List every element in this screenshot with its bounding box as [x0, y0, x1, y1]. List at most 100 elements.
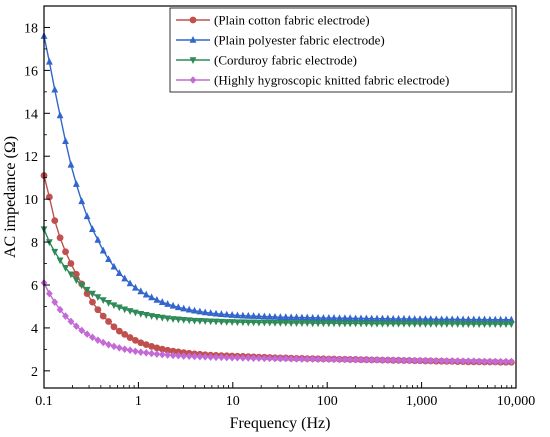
data-point: [115, 269, 123, 276]
data-point: [223, 319, 231, 326]
data-point: [276, 354, 284, 363]
data-point: [502, 315, 510, 323]
data-point: [432, 321, 440, 328]
data-point: [67, 271, 75, 279]
data-point: [320, 355, 327, 364]
data-point: [330, 314, 338, 321]
data-point: [164, 300, 172, 307]
data-point: [298, 313, 306, 321]
y-tick-label: 10: [24, 193, 38, 208]
data-point: [153, 313, 161, 321]
data-point: [164, 351, 172, 359]
data-point: [346, 320, 354, 328]
data-point: [67, 317, 75, 326]
data-point: [250, 312, 257, 319]
data-point: [51, 298, 59, 306]
data-point: [180, 304, 188, 312]
data-point: [448, 357, 456, 365]
data-point: [298, 320, 306, 327]
data-point: [260, 312, 268, 320]
data-point: [475, 321, 483, 329]
data-point: [89, 290, 96, 298]
data-point: [260, 354, 268, 363]
data-point: [266, 319, 274, 327]
data-point: [56, 257, 64, 265]
data-point: [293, 320, 300, 327]
data-point: [475, 315, 483, 323]
data-point: [362, 356, 370, 364]
legend-marker: [189, 57, 197, 64]
data-point: [448, 321, 456, 328]
data-point: [158, 314, 166, 322]
legend-marker: [189, 36, 197, 43]
data-point: [384, 356, 392, 364]
data-point: [491, 315, 499, 323]
data-point: [51, 217, 59, 225]
data-point: [422, 321, 429, 328]
data-point: [276, 319, 284, 327]
data-point: [362, 320, 370, 328]
data-point: [196, 352, 204, 361]
data-point: [303, 313, 311, 321]
data-point: [94, 306, 102, 314]
data-point: [336, 355, 343, 364]
legend-label: (Highly hygroscopic knitted fabric elect…: [214, 73, 449, 88]
series-line-2: [43, 228, 512, 325]
legend-label: (Corduroy fabric electrode): [214, 53, 357, 68]
data-point: [352, 355, 360, 364]
data-point: [234, 353, 241, 362]
data-point: [507, 321, 515, 329]
data-point: [105, 300, 112, 307]
data-point: [121, 330, 129, 338]
data-point: [239, 319, 247, 327]
data-point: [282, 354, 290, 363]
data-point: [368, 320, 376, 328]
data-point: [438, 315, 446, 323]
x-tick-label: 1: [135, 394, 142, 409]
data-point: [352, 320, 360, 328]
data-point: [62, 137, 69, 145]
data-point: [502, 357, 510, 366]
data-point: [389, 356, 397, 364]
data-point: [132, 283, 139, 291]
data-point: [45, 239, 53, 247]
data-point: [491, 321, 499, 329]
data-point: [137, 339, 145, 347]
y-tick-label: 4: [31, 322, 38, 337]
data-point: [432, 356, 440, 365]
data-point: [373, 314, 381, 322]
data-point: [400, 320, 408, 328]
legend-item-0: (Plain cotton fabric electrode): [176, 13, 370, 28]
data-point: [303, 320, 311, 327]
y-tick-label: 2: [31, 365, 38, 380]
data-point: [115, 327, 123, 335]
series-2: [40, 226, 515, 329]
data-point: [191, 352, 198, 361]
data-point: [78, 197, 86, 205]
data-point: [137, 310, 145, 318]
data-point: [486, 357, 494, 366]
data-point: [379, 356, 386, 364]
data-point: [89, 298, 96, 306]
data-point: [67, 260, 75, 267]
data-point: [83, 286, 91, 294]
data-point: [169, 316, 177, 323]
data-point: [185, 317, 193, 325]
data-point: [486, 315, 494, 323]
data-point: [153, 296, 161, 303]
data-point: [416, 315, 424, 322]
legend-marker: [189, 76, 197, 84]
data-point: [464, 315, 472, 323]
legend-label: (Plain polyester fabric electrode): [214, 33, 385, 48]
series-layer: [40, 32, 515, 366]
data-point: [422, 356, 429, 365]
x-axis-title: Frequency (Hz): [230, 415, 331, 432]
data-point: [346, 314, 354, 322]
data-point: [459, 321, 467, 329]
data-point: [438, 321, 446, 328]
data-point: [137, 287, 145, 295]
data-point: [464, 357, 472, 365]
data-point: [250, 319, 257, 327]
y-tick-label: 8: [31, 236, 38, 251]
data-point: [411, 356, 419, 365]
